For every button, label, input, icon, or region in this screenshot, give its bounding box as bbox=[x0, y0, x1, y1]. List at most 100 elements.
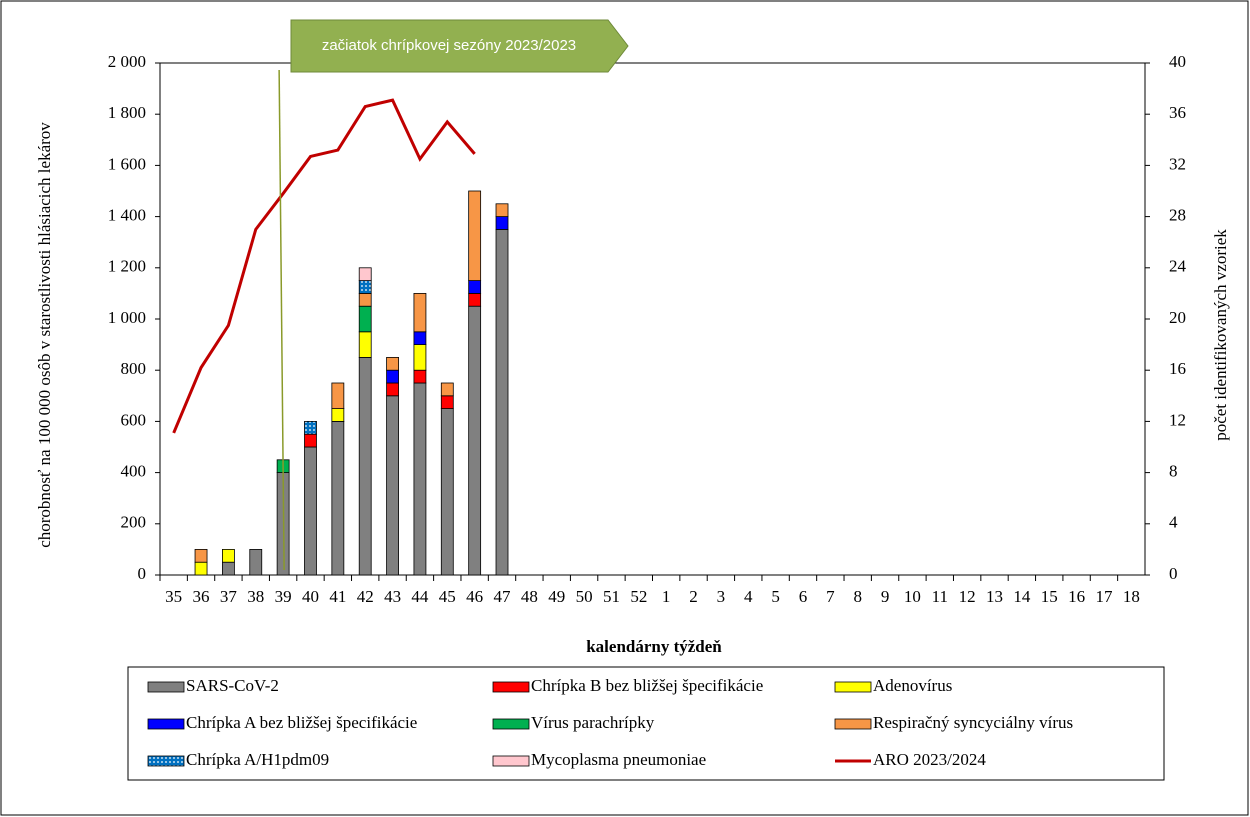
x-tick-label: 18 bbox=[1123, 587, 1140, 606]
y2-tick-label: 0 bbox=[1169, 564, 1178, 583]
y-tick-label: 600 bbox=[121, 410, 147, 429]
y2-tick-label: 4 bbox=[1169, 513, 1178, 532]
legend-label: Respiračný syncyciálny vírus bbox=[873, 713, 1073, 732]
bar-segment bbox=[386, 395, 399, 576]
bar-segment bbox=[331, 420, 345, 576]
y-tick-label: 200 bbox=[121, 513, 147, 532]
bar-segment bbox=[386, 356, 399, 371]
x-tick-label: 4 bbox=[744, 587, 753, 606]
x-tick-label: 48 bbox=[521, 587, 538, 606]
bar-segment bbox=[413, 331, 427, 345]
y-tick-label: 800 bbox=[121, 359, 147, 378]
x-tick-label: 13 bbox=[986, 587, 1003, 606]
y2-tick-label: 32 bbox=[1169, 154, 1186, 173]
x-tick-label: 10 bbox=[904, 587, 921, 606]
x-tick-label: 16 bbox=[1068, 587, 1085, 606]
y-tick-label: 1 800 bbox=[108, 103, 146, 122]
y-tick-label: 1 000 bbox=[108, 308, 146, 327]
y2-tick-label: 16 bbox=[1169, 359, 1186, 378]
x-tick-label: 35 bbox=[165, 587, 182, 606]
legend-marker bbox=[492, 718, 530, 730]
bar-segment bbox=[249, 549, 263, 576]
bar-segment bbox=[468, 280, 482, 294]
bar-segment bbox=[222, 549, 235, 563]
bar-segment bbox=[358, 280, 372, 294]
line bbox=[172, 98, 476, 434]
bar-segment bbox=[194, 561, 208, 576]
annotation-banner bbox=[290, 19, 629, 73]
x-tick-label: 5 bbox=[771, 587, 780, 606]
x-tick-label: 50 bbox=[576, 587, 593, 606]
legend-marker bbox=[147, 681, 185, 693]
bar-segment bbox=[304, 420, 317, 435]
bar-segment bbox=[358, 331, 372, 358]
x-tick-label: 42 bbox=[357, 587, 374, 606]
bar-segment bbox=[468, 190, 482, 281]
bar-segment bbox=[468, 305, 482, 576]
x-tick-label: 39 bbox=[275, 587, 292, 606]
bar-segment bbox=[495, 228, 509, 576]
bar-segment bbox=[413, 292, 427, 333]
y-tick-label: 1 600 bbox=[108, 154, 146, 173]
bar-segment bbox=[495, 203, 509, 218]
bar-segment bbox=[304, 433, 317, 448]
legend-box bbox=[127, 666, 1165, 781]
legend-marker bbox=[492, 755, 530, 767]
x-tick-label: 6 bbox=[799, 587, 808, 606]
x-tick-label: 43 bbox=[384, 587, 401, 606]
x-tick-label: 2 bbox=[689, 587, 698, 606]
y2-tick-label: 20 bbox=[1169, 308, 1186, 327]
bar-segment bbox=[413, 382, 427, 576]
bar-segment bbox=[413, 369, 427, 384]
x-tick-label: 47 bbox=[494, 587, 512, 606]
bar-segment bbox=[413, 344, 427, 371]
legend-label: SARS-CoV-2 bbox=[186, 676, 279, 695]
x-tick-label: 44 bbox=[411, 587, 429, 606]
bar-segment bbox=[358, 267, 372, 281]
x-tick-label: 37 bbox=[220, 587, 238, 606]
x-tick-label: 14 bbox=[1013, 587, 1031, 606]
x-tick-label: 51 bbox=[603, 587, 620, 606]
x-tick-label: 1 bbox=[662, 587, 671, 606]
y2-tick-label: 24 bbox=[1169, 257, 1187, 276]
bar-segment bbox=[194, 549, 208, 563]
bar-segment bbox=[331, 382, 345, 410]
y-axis-title: chorobnosť na 100 000 osôb v starostlivo… bbox=[35, 122, 54, 548]
bar-segment bbox=[304, 446, 317, 576]
legend-label: Chrípka A bez bližšej špecifikácie bbox=[186, 713, 417, 732]
legend-marker bbox=[147, 755, 185, 767]
legend-label: Chrípka A/H1pdm09 bbox=[186, 750, 329, 769]
bar-segment bbox=[386, 369, 399, 384]
y-tick-label: 1 400 bbox=[108, 206, 146, 225]
annotation-line bbox=[278, 69, 285, 571]
x-tick-label: 49 bbox=[548, 587, 565, 606]
x-tick-label: 12 bbox=[959, 587, 976, 606]
x-tick-label: 15 bbox=[1041, 587, 1058, 606]
legend-label: Mycoplasma pneumoniae bbox=[531, 750, 706, 769]
legend-label: Adenovírus bbox=[873, 676, 952, 695]
x-tick-label: 36 bbox=[193, 587, 210, 606]
y2-tick-label: 40 bbox=[1169, 52, 1186, 71]
bar-segment bbox=[358, 356, 372, 576]
bar-segment bbox=[331, 408, 345, 422]
y2-tick-label: 36 bbox=[1169, 103, 1186, 122]
x-tick-label: 9 bbox=[881, 587, 890, 606]
legend-label: Chrípka B bez bližšej špecifikácie bbox=[531, 676, 763, 695]
legend-marker bbox=[834, 718, 872, 730]
bar-segment bbox=[358, 292, 372, 307]
y-tick-label: 0 bbox=[138, 564, 147, 583]
x-tick-label: 3 bbox=[717, 587, 726, 606]
y-tick-label: 400 bbox=[121, 462, 147, 481]
x-tick-label: 45 bbox=[439, 587, 456, 606]
x-tick-label: 7 bbox=[826, 587, 835, 606]
bar-segment bbox=[440, 382, 454, 397]
x-tick-label: 8 bbox=[853, 587, 862, 606]
y2-axis-title: počet identifikovaných vzoriek bbox=[1211, 229, 1230, 441]
legend-label: ARO 2023/2024 bbox=[873, 750, 986, 769]
x-tick-label: 17 bbox=[1095, 587, 1113, 606]
bar-segment bbox=[440, 408, 454, 576]
x-tick-label: 52 bbox=[630, 587, 647, 606]
x-tick-label: 40 bbox=[302, 587, 319, 606]
